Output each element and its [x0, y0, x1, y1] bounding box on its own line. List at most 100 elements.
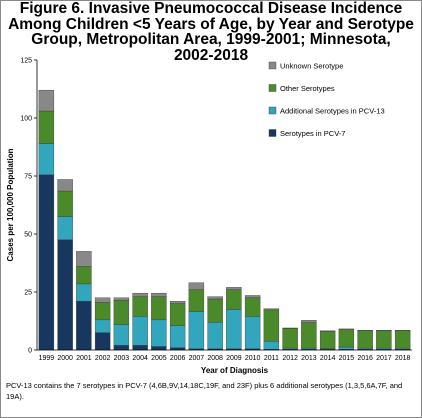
x-tick-label-2010: 2010: [245, 355, 261, 362]
bar-segment-2000-s0: [57, 239, 73, 351]
y-tick-label-25: 25: [24, 290, 32, 297]
y-tick-label-75: 75: [24, 174, 32, 181]
chart-title: Figure 6. Invasive Pneumococcal Disease …: [0, 1, 422, 63]
bar-segment-2007-s3: [188, 282, 205, 290]
x-axis-title: Year of Diagnosis: [201, 366, 269, 375]
bar-segment-2000-s2: [57, 190, 73, 217]
x-tick-label-2018: 2018: [395, 355, 411, 362]
bar-segment-2009-s3: [226, 287, 242, 290]
bar-segment-2003-s2: [113, 299, 130, 325]
bar-segment-2003-s3: [113, 297, 130, 301]
bar-segment-2014-s2: [319, 331, 336, 349]
bar-segment-2002-s1: [94, 319, 111, 333]
x-tick-label-2000: 2000: [57, 355, 73, 362]
bar-segment-2010-s3: [244, 295, 261, 299]
y-axis: 0 25 50 75 100 125: [20, 58, 38, 355]
x-tick-label-2009: 2009: [226, 355, 242, 362]
bar-segment-2001-s2: [76, 266, 92, 285]
bar-segment-2000-s3: [57, 179, 73, 192]
x-tick-label-1999: 1999: [39, 355, 55, 362]
bar-segment-2004-s3: [132, 292, 148, 297]
bar-segment-2002-s3: [94, 297, 111, 303]
bar-segment-2003-s1: [113, 324, 130, 346]
bar-segment-2012-s2: [282, 328, 298, 349]
legend-swatch-3: [268, 129, 277, 137]
bar-segment-2001-s0: [76, 301, 92, 351]
bar-segment-2006-s3: [169, 301, 186, 304]
bar-segment-2007-s2: [188, 289, 205, 312]
bar-segment-1999-s0: [38, 174, 55, 351]
bar-segment-2000-s1: [57, 216, 73, 241]
bar-segment-2011-s3: [263, 308, 280, 311]
bar-segment-2016-s2: [357, 330, 373, 349]
x-tick-label-2008: 2008: [207, 355, 223, 362]
bar-segment-2006-s2: [169, 303, 186, 326]
bar-segment-2010-s2: [244, 297, 261, 317]
bar-segment-1999-s3: [38, 89, 55, 112]
y-tick-label-50: 50: [24, 232, 32, 239]
y-tick-label-0: 0: [28, 348, 32, 355]
bar-segment-2002-s2: [94, 302, 111, 321]
bar-segment-2001-s3: [76, 251, 92, 267]
bar-segment-2004-s0: [132, 345, 148, 351]
bar-segment-1999-s1: [38, 143, 55, 176]
x-tick-label-2011: 2011: [264, 355, 279, 362]
bar-segment-2015-s3: [338, 328, 355, 330]
x-axis: 1999 2000 2001 2002 2003 2004 2005 2006 2007 2008…: [37, 349, 412, 362]
bar-segment-2017-s2: [376, 330, 392, 349]
bar-segment-2018-s2: [394, 330, 411, 349]
x-tick-label-2013: 2013: [301, 355, 317, 362]
bar-segment-2015-s1: [338, 346, 355, 350]
bar-segment-2006-s1: [169, 325, 186, 348]
bar-segment-2005-s0: [151, 346, 167, 351]
legend-swatch-1: [268, 84, 277, 92]
chart-title-line-1: Figure 6. Invasive Pneumococcal Disease …: [19, 0, 403, 17]
x-tick-label-2003: 2003: [114, 355, 130, 362]
bar-segment-1999-s2: [38, 110, 55, 144]
bar-segment-2002-s0: [94, 332, 111, 351]
y-tick-label-100: 100: [20, 116, 32, 123]
bar-segment-2004-s2: [132, 296, 148, 317]
bar-segment-2005-s3: [151, 292, 167, 297]
bar-segment-2009-s1: [226, 309, 242, 350]
x-tick-label-2002: 2002: [95, 355, 111, 362]
bar-segment-2009-s2: [226, 289, 242, 310]
x-tick-label-2015: 2015: [339, 355, 355, 362]
bar-segment-2011-s2: [263, 309, 280, 342]
legend-label-3: Serotypes in PCV-7: [280, 129, 345, 138]
bar-segment-2010-s1: [244, 316, 261, 350]
y-tick-label-125: 125: [20, 58, 32, 65]
x-tick-label-2012: 2012: [282, 355, 298, 362]
legend-swatch-0: [268, 61, 277, 70]
bar-segment-2008-s3: [207, 296, 223, 300]
legend-label-0: Unknown Serotype: [280, 62, 343, 71]
x-tick-label-2004: 2004: [132, 355, 148, 362]
x-tick-label-2017: 2017: [376, 355, 392, 362]
bar-segment-2005-s1: [151, 319, 167, 347]
bar-segment-2013-s2: [301, 322, 317, 349]
bar-segment-2008-s2: [207, 298, 223, 323]
chart-title-line-2: Among Children <5 Years of Age, by Year …: [8, 15, 414, 33]
bar-segment-2004-s1: [132, 316, 148, 346]
bar-group: [38, 89, 411, 351]
x-tick-label-2001: 2001: [76, 355, 92, 362]
x-tick-label-2014: 2014: [320, 355, 336, 362]
x-tick-label-2007: 2007: [189, 355, 205, 362]
x-tick-label-2005: 2005: [151, 355, 167, 362]
chart-title-line-4: 2002-2018: [173, 46, 249, 64]
x-tick-label-2016: 2016: [357, 355, 373, 362]
chart-title-line-3: Group, Metropolitan Area, 1999-2001; Min…: [31, 31, 391, 48]
bar-segment-2001-s1: [76, 283, 92, 302]
bar-segment-2008-s1: [207, 321, 223, 350]
bar-segment-2013-s3: [301, 320, 317, 323]
y-axis-title: Cases per 100,000 Population: [6, 148, 15, 261]
x-tick-label-2006: 2006: [170, 355, 186, 362]
bar-segment-2003-s0: [113, 345, 130, 351]
legend-label-1: Other Serotypes: [280, 84, 335, 93]
bar-segment-2007-s1: [188, 311, 205, 350]
bar-segment-2005-s2: [151, 296, 167, 321]
legend-swatch-2: [268, 106, 277, 115]
legend: Unknown Serotype Other Serotypes Additiona…: [268, 61, 385, 138]
legend-label-2: Additional Serotypes in PCV-13: [280, 107, 385, 116]
